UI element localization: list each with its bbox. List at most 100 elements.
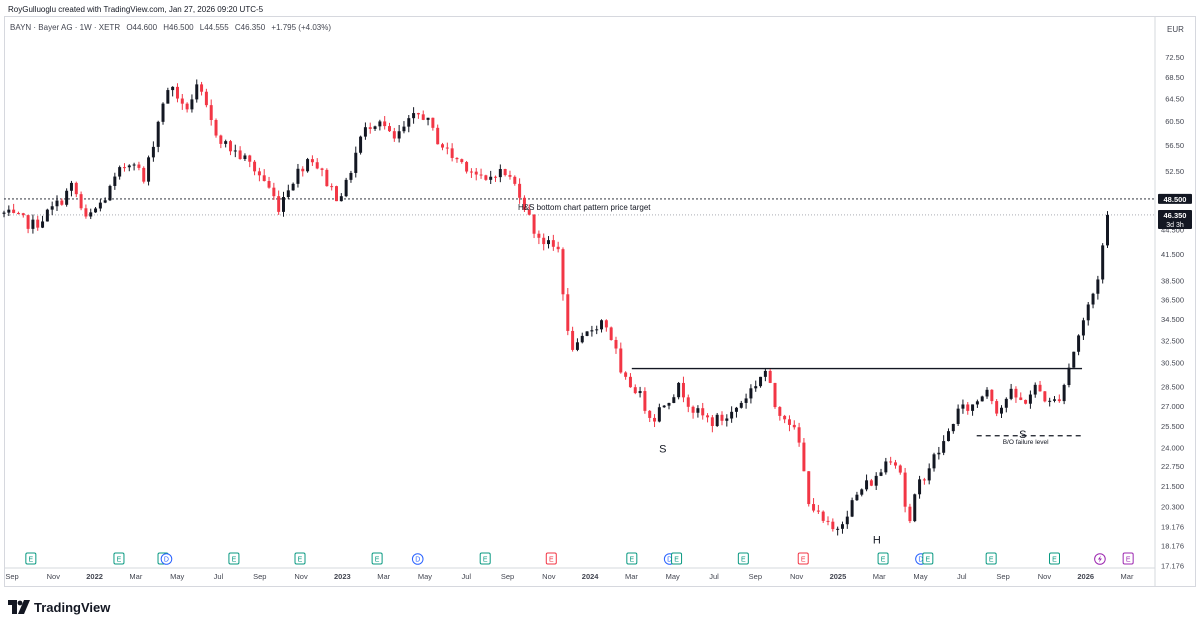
candle-body [1028,394,1032,404]
candle-body [41,221,45,228]
legend-close: C46.350 [234,23,266,32]
price-tick-label: 68.50 [1165,73,1184,82]
time-tick-label: Jul [214,572,224,581]
earnings-icon[interactable]: E [671,552,683,565]
candle-body [277,196,281,212]
candle-body [706,415,710,418]
earnings-icon[interactable]: E [877,552,889,565]
candle [12,203,16,214]
earnings-icon[interactable]: E [737,552,749,565]
candle-body [1038,384,1042,392]
candle-body [609,327,613,340]
earnings-icon[interactable]: E [479,552,491,565]
candle [243,153,247,161]
candle [455,157,459,163]
candle [518,178,522,204]
candle-body [474,171,478,175]
legend-high: H46.500 [163,23,194,32]
earnings-icon[interactable]: E [25,552,37,565]
candle [122,163,126,172]
candle-body [378,121,382,127]
candle [219,134,223,149]
earnings-icon[interactable]: E [371,552,383,565]
price-tick-label: 56.50 [1165,141,1184,150]
candle-body [701,408,705,416]
tradingview-logo[interactable]: TradingView [8,598,110,616]
candle [999,405,1003,419]
earnings-icon[interactable]: E [626,552,638,565]
earnings-icon[interactable]: E [1122,552,1134,565]
candle-body [778,407,782,416]
candle-body [1106,214,1109,246]
earnings-icon-box [294,552,306,565]
candle [306,157,310,173]
price-tick-label: 52.50 [1165,167,1184,176]
candle-body [643,391,647,411]
price-tick-label: 17.176 [1161,561,1184,570]
candle [628,373,632,388]
earnings-icon[interactable]: E [797,552,809,565]
candle [971,404,975,416]
candle [147,155,151,186]
candle [585,331,589,337]
price-tick-label: 18.176 [1161,542,1184,551]
legend-symbol[interactable]: BAYN · Bayer AG · 1W · XETR [10,23,121,32]
candle [209,99,213,126]
dividend-icon[interactable]: D [411,553,424,565]
split-icon[interactable] [1094,553,1106,565]
candle-body [946,431,950,442]
candle [561,247,565,301]
legend-open: O44.600 [126,23,158,32]
candle [918,475,922,499]
earnings-icon[interactable]: E [985,552,997,565]
candle-body [108,185,112,201]
dividend-icon[interactable]: D [160,553,173,565]
candle-body [301,168,305,172]
candle [233,144,237,158]
earnings-icon[interactable]: E [228,552,240,565]
candle [633,384,637,395]
candle [474,167,478,181]
candle [407,115,411,133]
candle-body [243,155,247,160]
candle-body [171,86,175,91]
earnings-icon[interactable]: E [545,552,557,565]
candle [749,384,753,404]
candle [156,120,160,153]
earnings-icon[interactable]: E [1048,552,1060,565]
candle [725,414,729,427]
candle-body [7,209,11,213]
candle [397,125,401,143]
candle-body [310,159,314,163]
candle [1096,275,1100,300]
candle [74,181,78,198]
candle-body [966,404,970,411]
candle [773,382,777,409]
candle-body [113,176,117,186]
candle [985,387,989,399]
candle-body [980,396,984,402]
candle [450,143,454,162]
candle-body [937,452,941,455]
candle-body [127,165,131,168]
candle-body [783,415,787,420]
candle-body [633,387,637,394]
candle-body [373,126,377,129]
candle-body [522,197,526,210]
earnings-icon[interactable]: E [294,552,306,565]
earnings-icon[interactable]: E [113,552,125,565]
earnings-icon-box [985,552,997,565]
candle-body [893,462,897,466]
price-tick-label: 41.500 [1161,250,1184,259]
candle-body [831,521,835,530]
candle [175,83,179,103]
candle-body [204,91,208,106]
price-tick-label: 34.500 [1161,315,1184,324]
candle-body [291,183,295,191]
candle-body [21,213,25,216]
earnings-icon[interactable]: E [922,552,934,565]
candle [262,169,266,182]
candle [108,184,112,202]
candle [730,406,734,423]
